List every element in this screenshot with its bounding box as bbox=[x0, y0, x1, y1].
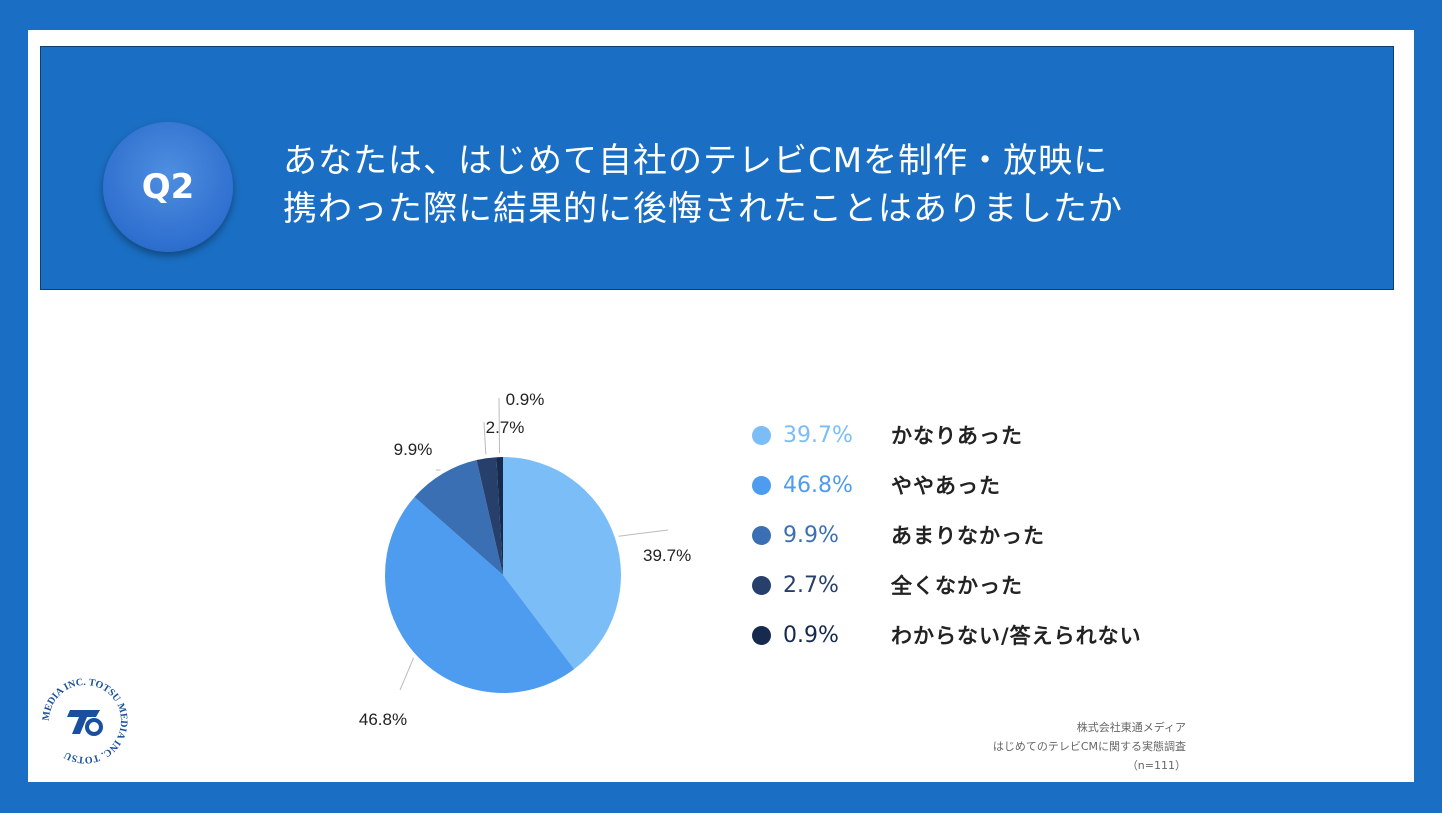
pie-leader-line-2 bbox=[399, 657, 415, 691]
pie-data-label-1: 39.7% bbox=[643, 546, 691, 565]
legend-label: 全くなかった bbox=[891, 574, 1023, 598]
pie-slice-3 bbox=[414, 460, 503, 575]
pie-leader-line-1 bbox=[618, 529, 669, 537]
legend-percentage: 9.9% bbox=[783, 522, 839, 548]
source-sample-size: （n=111） bbox=[1126, 759, 1186, 772]
legend-label: あまりなかった bbox=[891, 524, 1045, 548]
pie-slice-5 bbox=[496, 457, 503, 575]
legend-percentage: 2.7% bbox=[783, 572, 839, 598]
logo-mark-t bbox=[67, 710, 100, 734]
pie-slice-1 bbox=[503, 457, 621, 670]
legend-percentage: 39.7% bbox=[783, 422, 853, 448]
pie-data-labels: 39.7% 46.8% 9.9% 2.7% 0.9% bbox=[359, 390, 691, 729]
question-number-badge: Q2 bbox=[103, 122, 233, 252]
legend-marker-dot bbox=[752, 525, 771, 545]
question-line-1: あなたは、はじめて自社のテレビCMを制作・放映に bbox=[283, 141, 1109, 181]
pie-data-label-5: 0.9% bbox=[506, 390, 545, 409]
pie-leader-line-5 bbox=[498, 397, 501, 454]
pie-leader-lines bbox=[399, 397, 669, 691]
legend-label: わからない/答えられない bbox=[891, 624, 1142, 648]
legend-marker-dot bbox=[752, 425, 771, 445]
legend-item-3: 9.9% あまりなかった bbox=[752, 510, 1142, 560]
source-survey-title: はじめてのテレビCMに関する実態調査 bbox=[992, 740, 1186, 753]
pie-slice-4 bbox=[476, 457, 503, 575]
legend-label: ややあった bbox=[891, 474, 1001, 498]
legend-percentage: 0.9% bbox=[783, 622, 839, 648]
legend-percentage: 46.8% bbox=[783, 472, 853, 498]
legend-item-2: 46.8% ややあった bbox=[752, 460, 1142, 510]
legend-marker-dot bbox=[752, 625, 771, 645]
pie-data-label-2: 46.8% bbox=[359, 710, 407, 729]
logo-mark-o bbox=[85, 718, 103, 736]
legend-marker-dot bbox=[752, 475, 771, 495]
chart-legend: 39.7% かなりあった 46.8% ややあった 9.9% あまりなかった 2.7% 全くなか… bbox=[752, 410, 1142, 660]
pie-slices bbox=[385, 457, 621, 693]
question-text: あなたは、はじめて自社のテレビCMを制作・放映に 携わった際に結果的に後悔された… bbox=[283, 137, 1363, 233]
legend-marker-dot bbox=[752, 575, 771, 595]
slide-frame: Q2 あなたは、はじめて自社のテレビCMを制作・放映に 携わった際に結果的に後悔… bbox=[28, 30, 1414, 782]
legend-label: かなりあった bbox=[891, 424, 1023, 448]
legend-item-5: 0.9% わからない/答えられない bbox=[752, 610, 1142, 660]
pie-chart: 39.7% 46.8% 9.9% 2.7% 0.9% bbox=[359, 390, 691, 729]
legend-item-1: 39.7% かなりあった bbox=[752, 410, 1142, 460]
question-header: Q2 あなたは、はじめて自社のテレビCMを制作・放映に 携わった際に結果的に後悔… bbox=[40, 46, 1394, 290]
source-note: 株式会社東通メディア はじめてのテレビCMに関する実態調査 （n=111） bbox=[993, 718, 1186, 775]
totsu-media-logo: MEDIA INC. TOTSU MEDIA INC. TOTSU bbox=[41, 677, 129, 765]
legend-item-4: 2.7% 全くなかった bbox=[752, 560, 1142, 610]
pie-slice-2 bbox=[385, 496, 575, 693]
question-line-2: 携わった際に結果的に後悔されたことはありましたか bbox=[283, 189, 1123, 229]
pie-leader-line-4 bbox=[483, 421, 487, 455]
pie-data-label-4: 2.7% bbox=[486, 418, 525, 437]
pie-data-label-3: 9.9% bbox=[394, 440, 433, 459]
source-company: 株式会社東通メディア bbox=[1076, 721, 1186, 734]
